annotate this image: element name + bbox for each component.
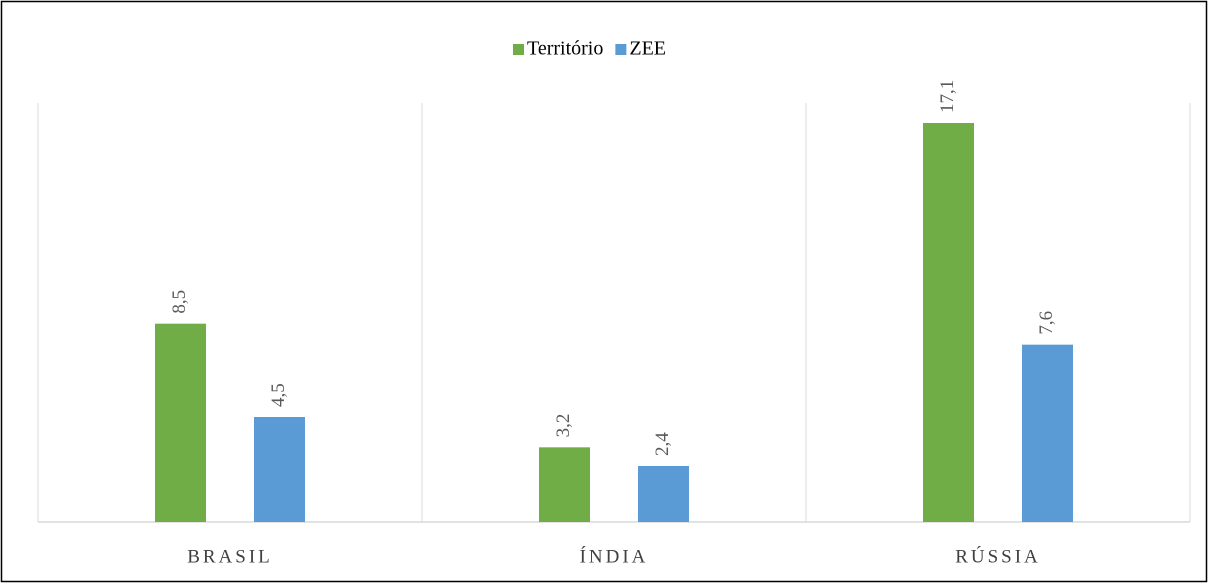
bar <box>923 123 974 522</box>
legend-label: ZEE <box>629 38 666 60</box>
data-label: 3,2 <box>553 414 574 438</box>
x-tick-label: ÍNDIA <box>580 545 649 567</box>
data-label: 2,4 <box>652 432 673 456</box>
bar <box>155 323 206 522</box>
bar <box>1022 344 1073 522</box>
x-tick-label: BRASIL <box>187 546 273 567</box>
data-label: 8,5 <box>169 290 190 314</box>
data-label: 7,6 <box>1036 311 1057 335</box>
data-label: 17,1 <box>937 80 958 113</box>
bar <box>254 417 305 522</box>
legend-swatch <box>513 44 524 55</box>
x-tick-label: RÚSSIA <box>955 545 1041 567</box>
bar <box>638 466 689 522</box>
data-label: 4,5 <box>268 383 289 407</box>
legend-label: Território <box>527 38 603 60</box>
bar <box>539 447 590 522</box>
legend-swatch <box>615 44 627 55</box>
